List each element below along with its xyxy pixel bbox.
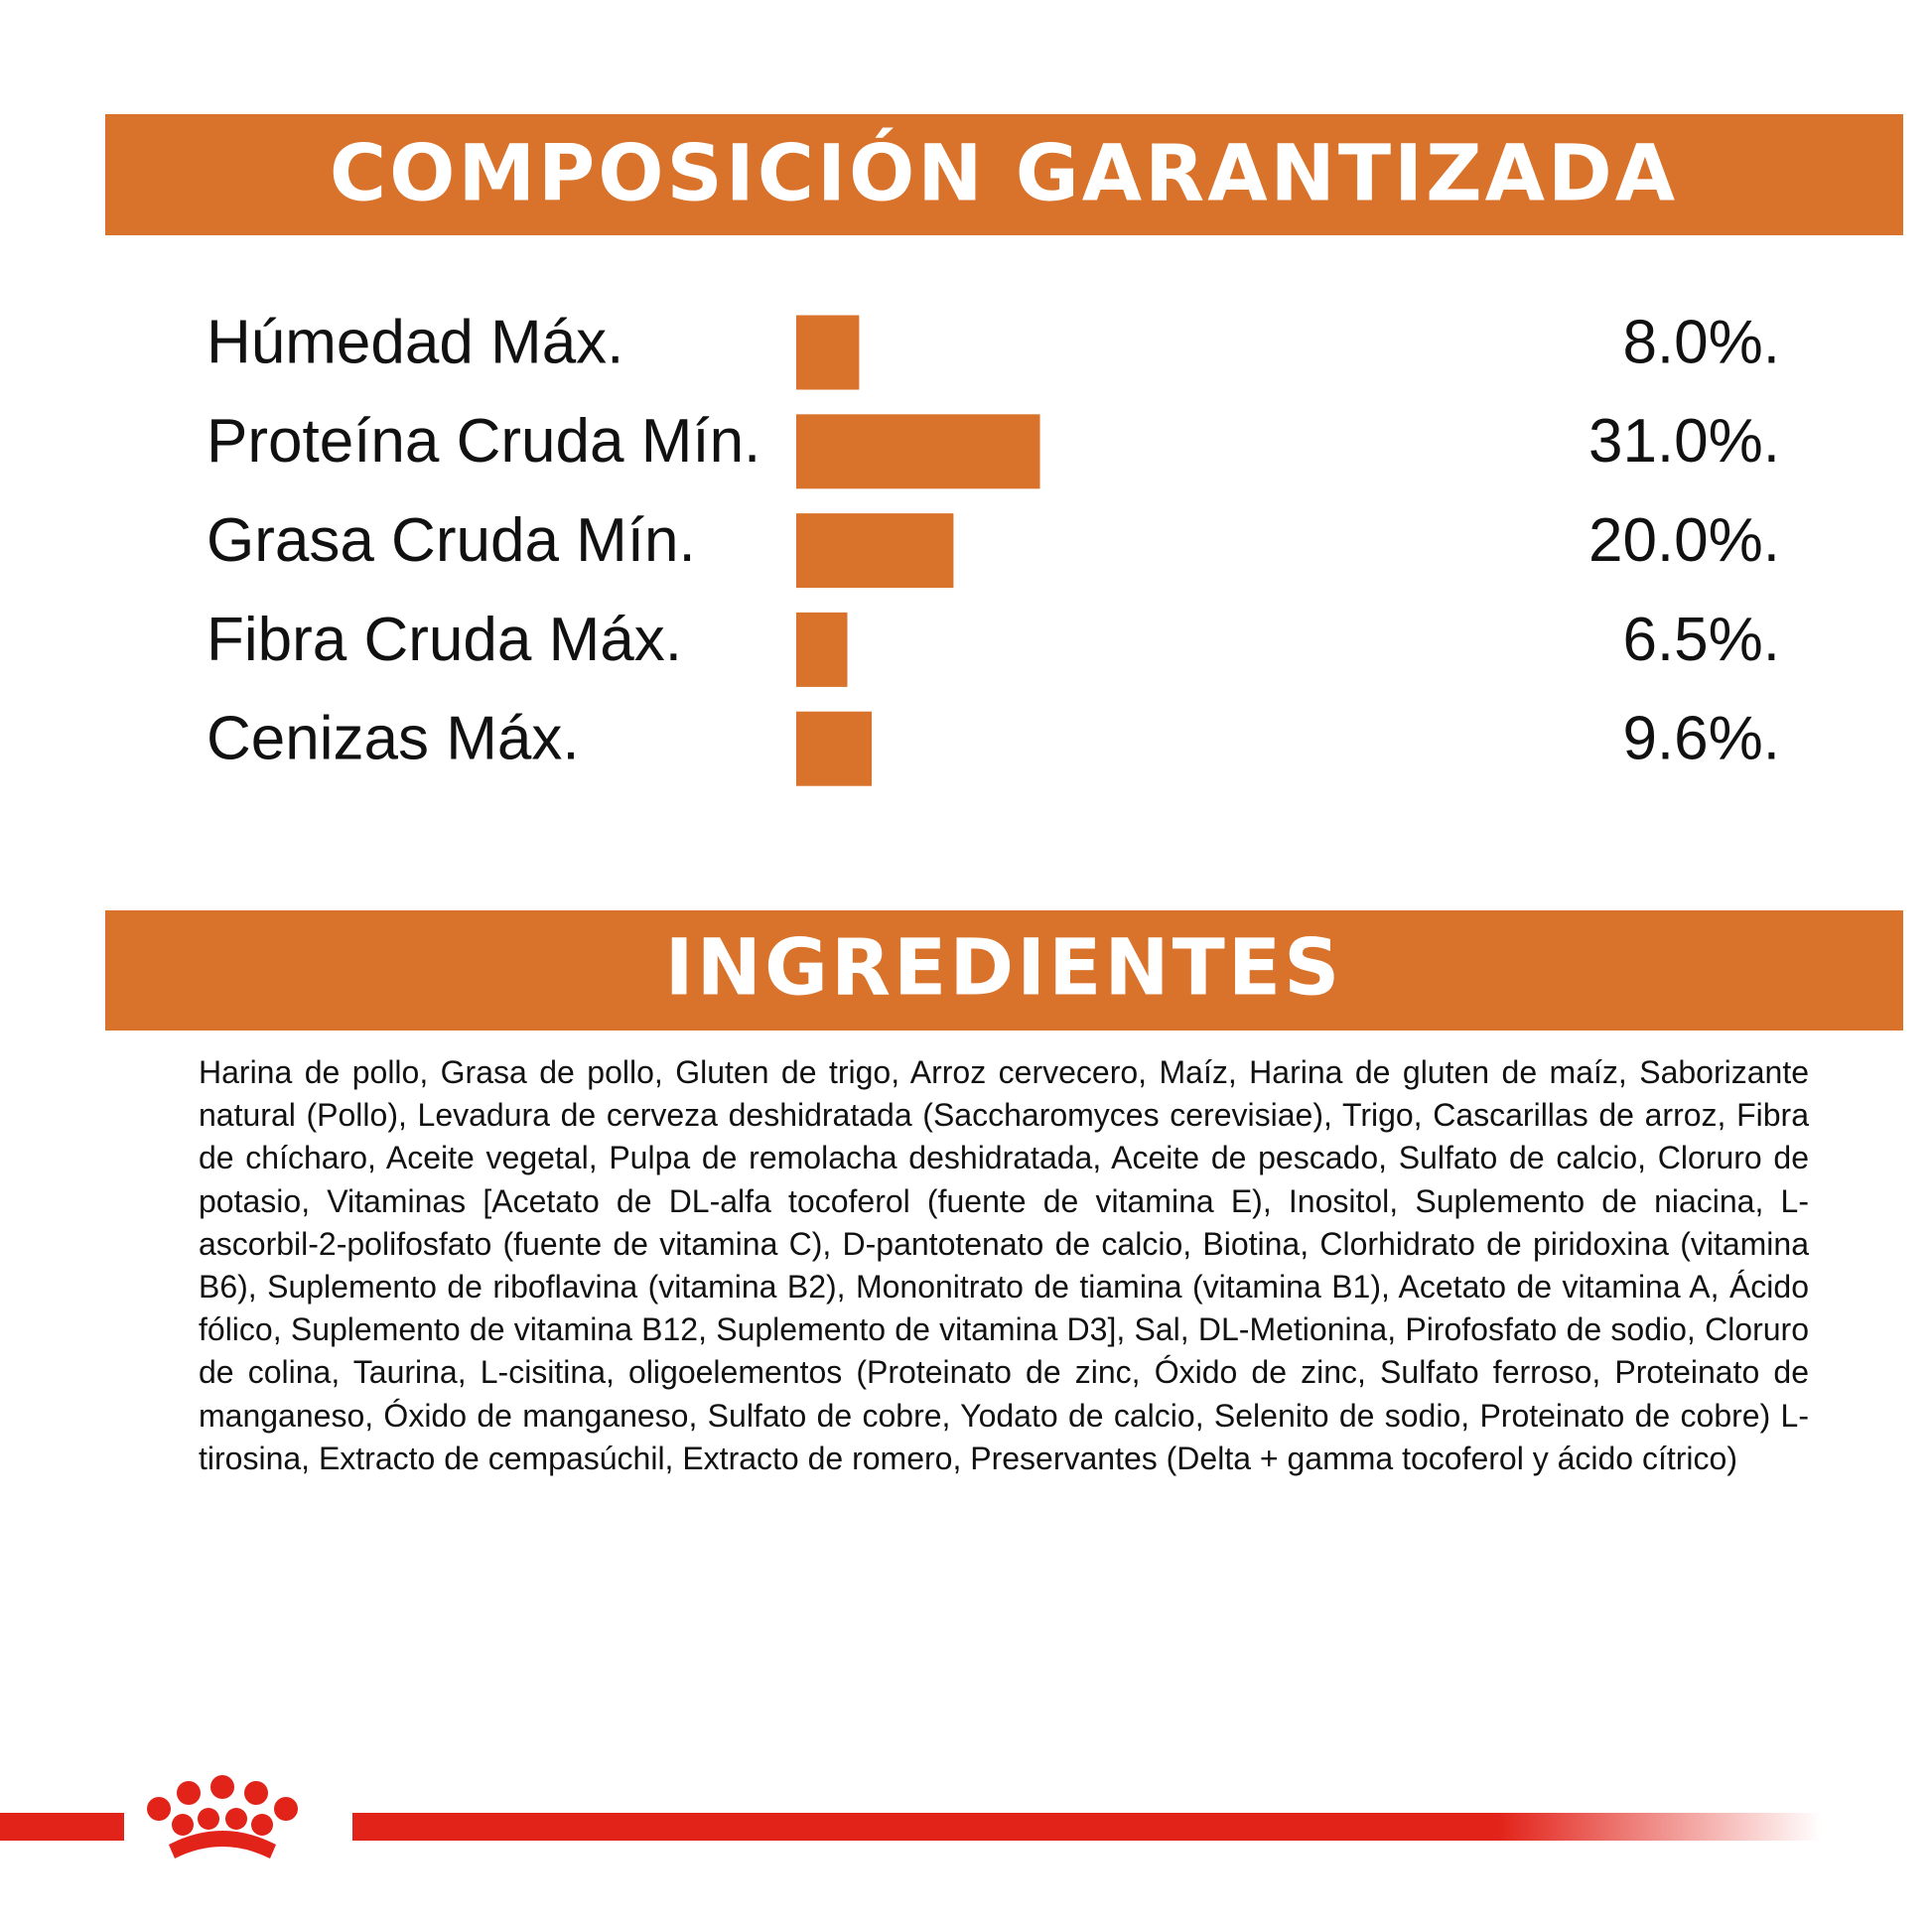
category-label: Proteína Cruda Mín. <box>207 407 760 476</box>
bar <box>796 612 848 687</box>
category-label: Húmedad Máx. <box>207 308 623 376</box>
value-label: 31.0%. <box>1588 407 1780 476</box>
footer-line <box>0 1813 124 1841</box>
chart-title: COMPOSICIÓN GARANTIZADA <box>330 127 1678 218</box>
value-label: 20.0%. <box>1588 506 1780 575</box>
logo <box>147 1775 298 1858</box>
footer-line <box>352 1813 1822 1841</box>
bar <box>796 711 873 786</box>
value-label: 8.0%. <box>1622 308 1780 376</box>
category-label: Fibra Cruda Máx. <box>207 606 682 674</box>
bar <box>796 315 860 390</box>
value-label: 6.5%. <box>1622 606 1780 674</box>
bar <box>796 414 1040 489</box>
bar <box>796 513 954 589</box>
category-label: Grasa Cruda Mín. <box>207 506 696 575</box>
category-label: Cenizas Máx. <box>207 705 580 773</box>
ingredients-text: Harina de pollo, Grasa de pollo, Gluten … <box>199 1054 1809 1476</box>
value-label: 9.6%. <box>1622 705 1780 773</box>
header-band <box>105 114 1903 235</box>
header-band <box>105 910 1903 1031</box>
section-title: INGREDIENTES <box>665 923 1343 1013</box>
